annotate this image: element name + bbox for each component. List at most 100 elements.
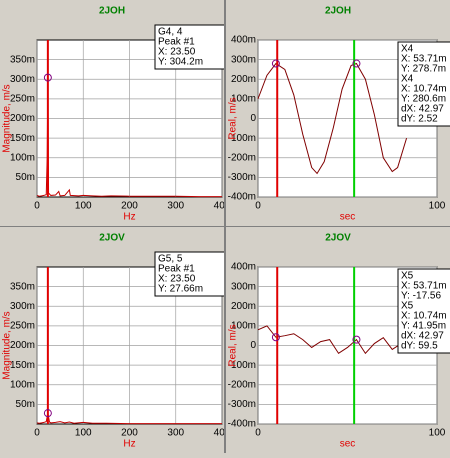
readout-text: Y: 278.7m — [401, 64, 446, 75]
chart-title: 2JOV — [99, 233, 125, 244]
y-axis-label: Magnitude, m/s — [2, 311, 13, 379]
readout-text: Y: 304.2m — [158, 57, 203, 68]
x-tick-label: 100 — [429, 428, 446, 439]
y-tick-label: 150m — [10, 360, 35, 371]
readout-text: dY: 2.52 — [401, 114, 438, 125]
chart-title: 2JOH — [325, 6, 351, 17]
readout-text: G4, 4 — [158, 27, 183, 38]
y-tick-label: 0 — [250, 340, 256, 351]
readout-text: Y: -17.56 — [401, 291, 441, 302]
x-tick-label: 0 — [34, 201, 40, 212]
y-axis-label: Magnitude, m/s — [2, 84, 13, 152]
y-tick-label: 300m — [231, 54, 256, 65]
y-tick-label: -100m — [228, 133, 256, 144]
y-tick-label: -200m — [228, 379, 256, 390]
cursor-marker — [43, 409, 52, 418]
cursor-marker — [271, 333, 280, 342]
y-tick-label: 150m — [10, 133, 35, 144]
x-tick-label: 400 — [214, 428, 231, 439]
readout-text: dX: 42.97 — [401, 104, 444, 115]
readout-box — [397, 41, 450, 127]
x-tick-label: 100 — [75, 201, 92, 212]
readout-text: Y: 27.66m — [158, 284, 203, 295]
y-tick-label: 200m — [10, 340, 35, 351]
chart-title: 2JOH — [99, 6, 125, 17]
y-tick-label: 100m — [10, 379, 35, 390]
y-tick-label: 400m — [231, 262, 256, 273]
x-tick-label: 100 — [75, 428, 92, 439]
chart-title: 2JOV — [325, 233, 351, 244]
y-tick-label: 350m — [10, 281, 35, 292]
readout-text: X: 23.50 — [158, 274, 196, 285]
readout-text: X: 53.71m — [401, 54, 447, 65]
readout-text: X4 — [401, 44, 414, 55]
readout-text: X: 53.71m — [401, 281, 447, 292]
y-tick-label: 200m — [231, 74, 256, 85]
y-tick-label: 100m — [10, 152, 35, 163]
series-line — [257, 62, 408, 175]
x-tick-label: 300 — [167, 428, 184, 439]
y-tick-label: 300m — [231, 281, 256, 292]
y-tick-label: 200m — [231, 301, 256, 312]
cursor-marker — [43, 73, 52, 82]
y-tick-label: 300m — [10, 74, 35, 85]
x-tick-label: 300 — [167, 201, 184, 212]
readout-text: Peak #1 — [158, 37, 195, 48]
x-tick-label: 0 — [255, 201, 261, 212]
y-tick-label: 200m — [10, 113, 35, 124]
readout-text: Y: 41.95m — [401, 321, 446, 332]
readout-text: Peak #1 — [158, 264, 195, 275]
x-tick-label: 0 — [34, 428, 40, 439]
x-axis-label: Hz — [123, 212, 135, 223]
panel: 2JOH 50m 100m 150m 200m 250m 300m 350m 0 100 200 30… — [0, 0, 231, 226]
x-tick-label: 400 — [214, 201, 231, 212]
x-tick-label: 0 — [255, 428, 261, 439]
y-tick-label: 50m — [16, 399, 35, 410]
readout-text: X: 10.74m — [401, 311, 447, 322]
x-tick-label: 200 — [121, 201, 138, 212]
panel: 2JOH -400m -300m -200m -100m 0 100m 200m 300m 400… — [226, 0, 450, 226]
series-line — [36, 413, 222, 425]
y-tick-label: 300m — [10, 301, 35, 312]
y-tick-label: -300m — [228, 172, 256, 183]
readout-text: Y: 280.6m — [401, 94, 446, 105]
y-tick-label: 100m — [231, 94, 256, 105]
x-tick-label: 100 — [429, 201, 446, 212]
y-tick-label: -400m — [228, 192, 256, 203]
x-axis-label: Hz — [123, 439, 135, 450]
readout-box — [154, 24, 224, 70]
y-tick-label: 50m — [16, 172, 35, 183]
cursor-marker — [271, 59, 280, 68]
y-tick-label: 250m — [10, 321, 35, 332]
series-line — [36, 77, 222, 198]
y-tick-label: 0 — [250, 113, 256, 124]
readout-text: X4 — [401, 74, 414, 85]
readout-text: G5, 5 — [158, 254, 183, 265]
y-tick-label: -300m — [228, 399, 256, 410]
readout-text: X: 23.50 — [158, 47, 196, 58]
y-tick-label: 350m — [10, 54, 35, 65]
x-axis-label: sec — [340, 439, 356, 450]
panel: 2JOV 50m 100m 150m 200m 250m 300m 350m 0 100 200 30… — [0, 227, 231, 453]
y-tick-label: -400m — [228, 419, 256, 430]
x-axis-label: sec — [340, 212, 356, 223]
panel: 2JOV -400m -300m -200m -100m 0 100m 200m 300m 400… — [226, 227, 450, 453]
y-tick-label: 400m — [231, 35, 256, 46]
readout-text: X5 — [401, 271, 414, 282]
readout-text: dX: 42.97 — [401, 331, 444, 342]
series-line — [257, 325, 407, 355]
readout-box — [397, 268, 450, 354]
readout-text: X5 — [401, 301, 414, 312]
y-tick-label: 100m — [231, 321, 256, 332]
y-axis-label: Real, m/s — [228, 97, 239, 139]
cursor-marker — [352, 335, 361, 344]
x-tick-label: 200 — [121, 428, 138, 439]
readout-text: dY: 59.5 — [401, 341, 438, 352]
readout-box — [154, 251, 224, 297]
y-axis-label: Real, m/s — [228, 324, 239, 366]
readout-text: X: 10.74m — [401, 84, 447, 95]
y-tick-label: 250m — [10, 94, 35, 105]
cursor-marker — [352, 59, 361, 68]
